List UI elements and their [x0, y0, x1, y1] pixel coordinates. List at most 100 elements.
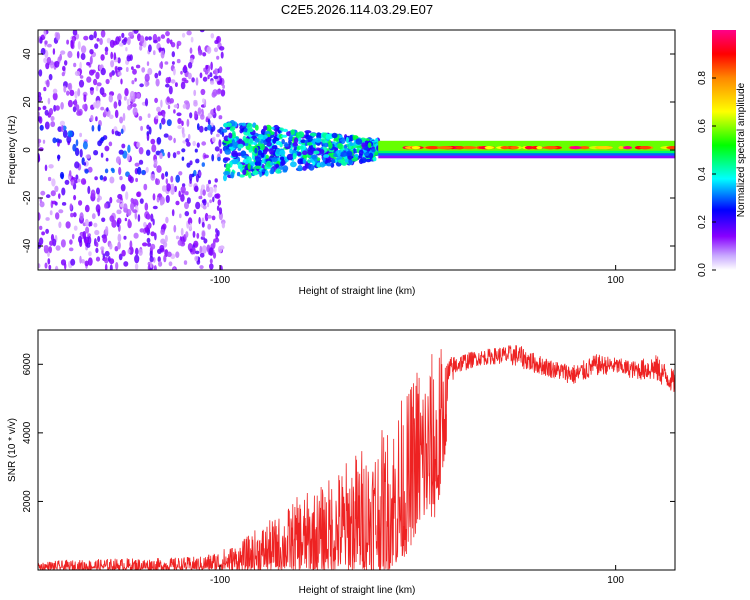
spectrogram-cell — [87, 257, 93, 266]
spectrogram-cell — [127, 144, 131, 153]
spectrogram-cell — [74, 161, 80, 169]
spectrogram-cell — [192, 230, 196, 238]
colorbar-tick-label: 0.0 — [697, 263, 708, 277]
spectrogram-cell — [194, 255, 199, 262]
spectrogram-cell — [183, 64, 187, 71]
spectrogram-cell — [202, 198, 207, 206]
spectrogram-cell — [84, 204, 90, 213]
spectrogram-cell — [69, 89, 75, 97]
spectrogram-cell — [91, 69, 96, 74]
spectrogram-cell — [358, 149, 364, 156]
spectrogram-cell — [156, 197, 160, 203]
spectrogram-cell — [216, 80, 222, 86]
spectrogram-cell — [142, 242, 148, 247]
spectrogram-cell — [618, 146, 624, 150]
spectrogram-cell — [219, 148, 223, 154]
spectrogram-cell — [239, 174, 245, 178]
spectrogram-cell — [131, 80, 135, 85]
spectrogram-cell — [290, 161, 297, 168]
spectrogram-cell — [167, 104, 171, 110]
spectrogram-cell — [84, 260, 89, 267]
spectrogram-cell — [184, 211, 190, 217]
spectrogram-cell — [283, 143, 289, 147]
spectrogram-cell — [225, 163, 231, 170]
spectrogram-cell — [111, 168, 115, 174]
spectrogram-cell — [666, 146, 675, 150]
colorbar-ticks: 0.0 0.2 0.4 0.6 0.8 — [697, 71, 716, 277]
spectrogram-cell — [212, 252, 217, 259]
spectrogram-cell — [174, 185, 177, 193]
spectrogram-cell — [344, 158, 349, 163]
spectrogram-cell — [254, 138, 260, 143]
colorbar-gradient — [712, 30, 736, 270]
spectrogram-cell — [197, 123, 200, 131]
spectrogram-cell — [39, 36, 43, 44]
spectrogram-cell — [180, 70, 183, 75]
spectrogram-cell — [163, 241, 168, 248]
spectrogram-cell — [69, 203, 73, 211]
spectrogram-cell — [59, 120, 65, 127]
spectrogram-cell — [252, 170, 259, 176]
spectrogram-cell — [173, 104, 179, 108]
spectrogram-cell — [136, 191, 141, 197]
spectrogram-cell — [218, 115, 223, 120]
spectrogram-cells — [38, 30, 675, 270]
spectrogram-cell — [349, 135, 353, 142]
spectrogram-cell — [305, 132, 309, 137]
spectrogram-cell — [189, 160, 193, 166]
spectrogram-cell — [105, 78, 110, 85]
spectrogram-cell — [207, 214, 212, 219]
spectrogram-cell — [68, 170, 72, 177]
spectrogram-cell — [275, 168, 281, 174]
spectrogram-cell — [114, 130, 119, 136]
spectrogram-cell — [319, 161, 326, 168]
spectrogram-cell — [209, 258, 213, 264]
spectrogram-cell — [153, 50, 156, 56]
spectrogram-cell — [100, 246, 105, 251]
spectrogram-cell — [153, 39, 158, 44]
spectrogram-cell — [165, 178, 168, 185]
spectrogram-cell — [135, 177, 139, 183]
colorbar: 0.0 0.2 0.4 0.6 0.8 Normalized spectral ampl… — [697, 30, 747, 277]
spectrogram-cell — [74, 179, 78, 184]
x-tick-label: 100 — [607, 575, 624, 586]
spectrogram-cell — [186, 197, 191, 204]
spectrogram-cell — [115, 262, 119, 270]
spectrogram-cell — [42, 139, 46, 144]
spectrogram-cell — [61, 187, 66, 196]
spectrogram-cell — [149, 250, 153, 258]
spectrogram-cell — [181, 156, 185, 161]
y-tick-label: 40 — [22, 48, 33, 60]
spectrogram-cell — [202, 189, 206, 196]
spectrogram-cell — [109, 243, 113, 250]
spectrogram-cell — [154, 72, 159, 79]
spectrogram-cell — [100, 106, 105, 111]
spectrogram-cell — [93, 222, 98, 228]
spectrogram-cell — [215, 193, 221, 199]
spectrogram-cell — [100, 30, 106, 38]
spectrogram-cell — [118, 149, 124, 155]
spectrogram-cell — [120, 184, 126, 192]
spectrogram-cell — [187, 217, 193, 226]
spectrogram-cell — [74, 99, 78, 108]
spectrogram-panel: -100 100 -40 -20 0 20 40 Height of straight li… — [7, 29, 676, 297]
spectrogram-cell — [328, 142, 333, 149]
spectrogram-cell — [308, 164, 315, 171]
spectrogram-cell — [302, 150, 308, 156]
spectrogram-cell — [191, 77, 195, 83]
spectrogram-cell — [222, 128, 228, 133]
spectrogram-cell — [48, 73, 53, 81]
spectrogram-cell — [89, 87, 94, 91]
spectrogram-cell — [292, 152, 297, 160]
snr-ticks: -100 100 2000 4000 6000 — [22, 353, 675, 586]
spectrogram-cell — [210, 122, 214, 127]
spectrogram-cell — [38, 143, 41, 147]
spectrogram-cell — [150, 173, 156, 181]
spectrogram-cell — [202, 98, 205, 104]
spectrogram-cell — [146, 237, 151, 244]
spectrogram-cell — [155, 178, 160, 186]
spectrogram-cell — [213, 186, 217, 193]
spectrogram-cell — [133, 141, 137, 147]
spectrogram-cell — [223, 174, 227, 182]
spectrogram-cell — [247, 128, 254, 133]
